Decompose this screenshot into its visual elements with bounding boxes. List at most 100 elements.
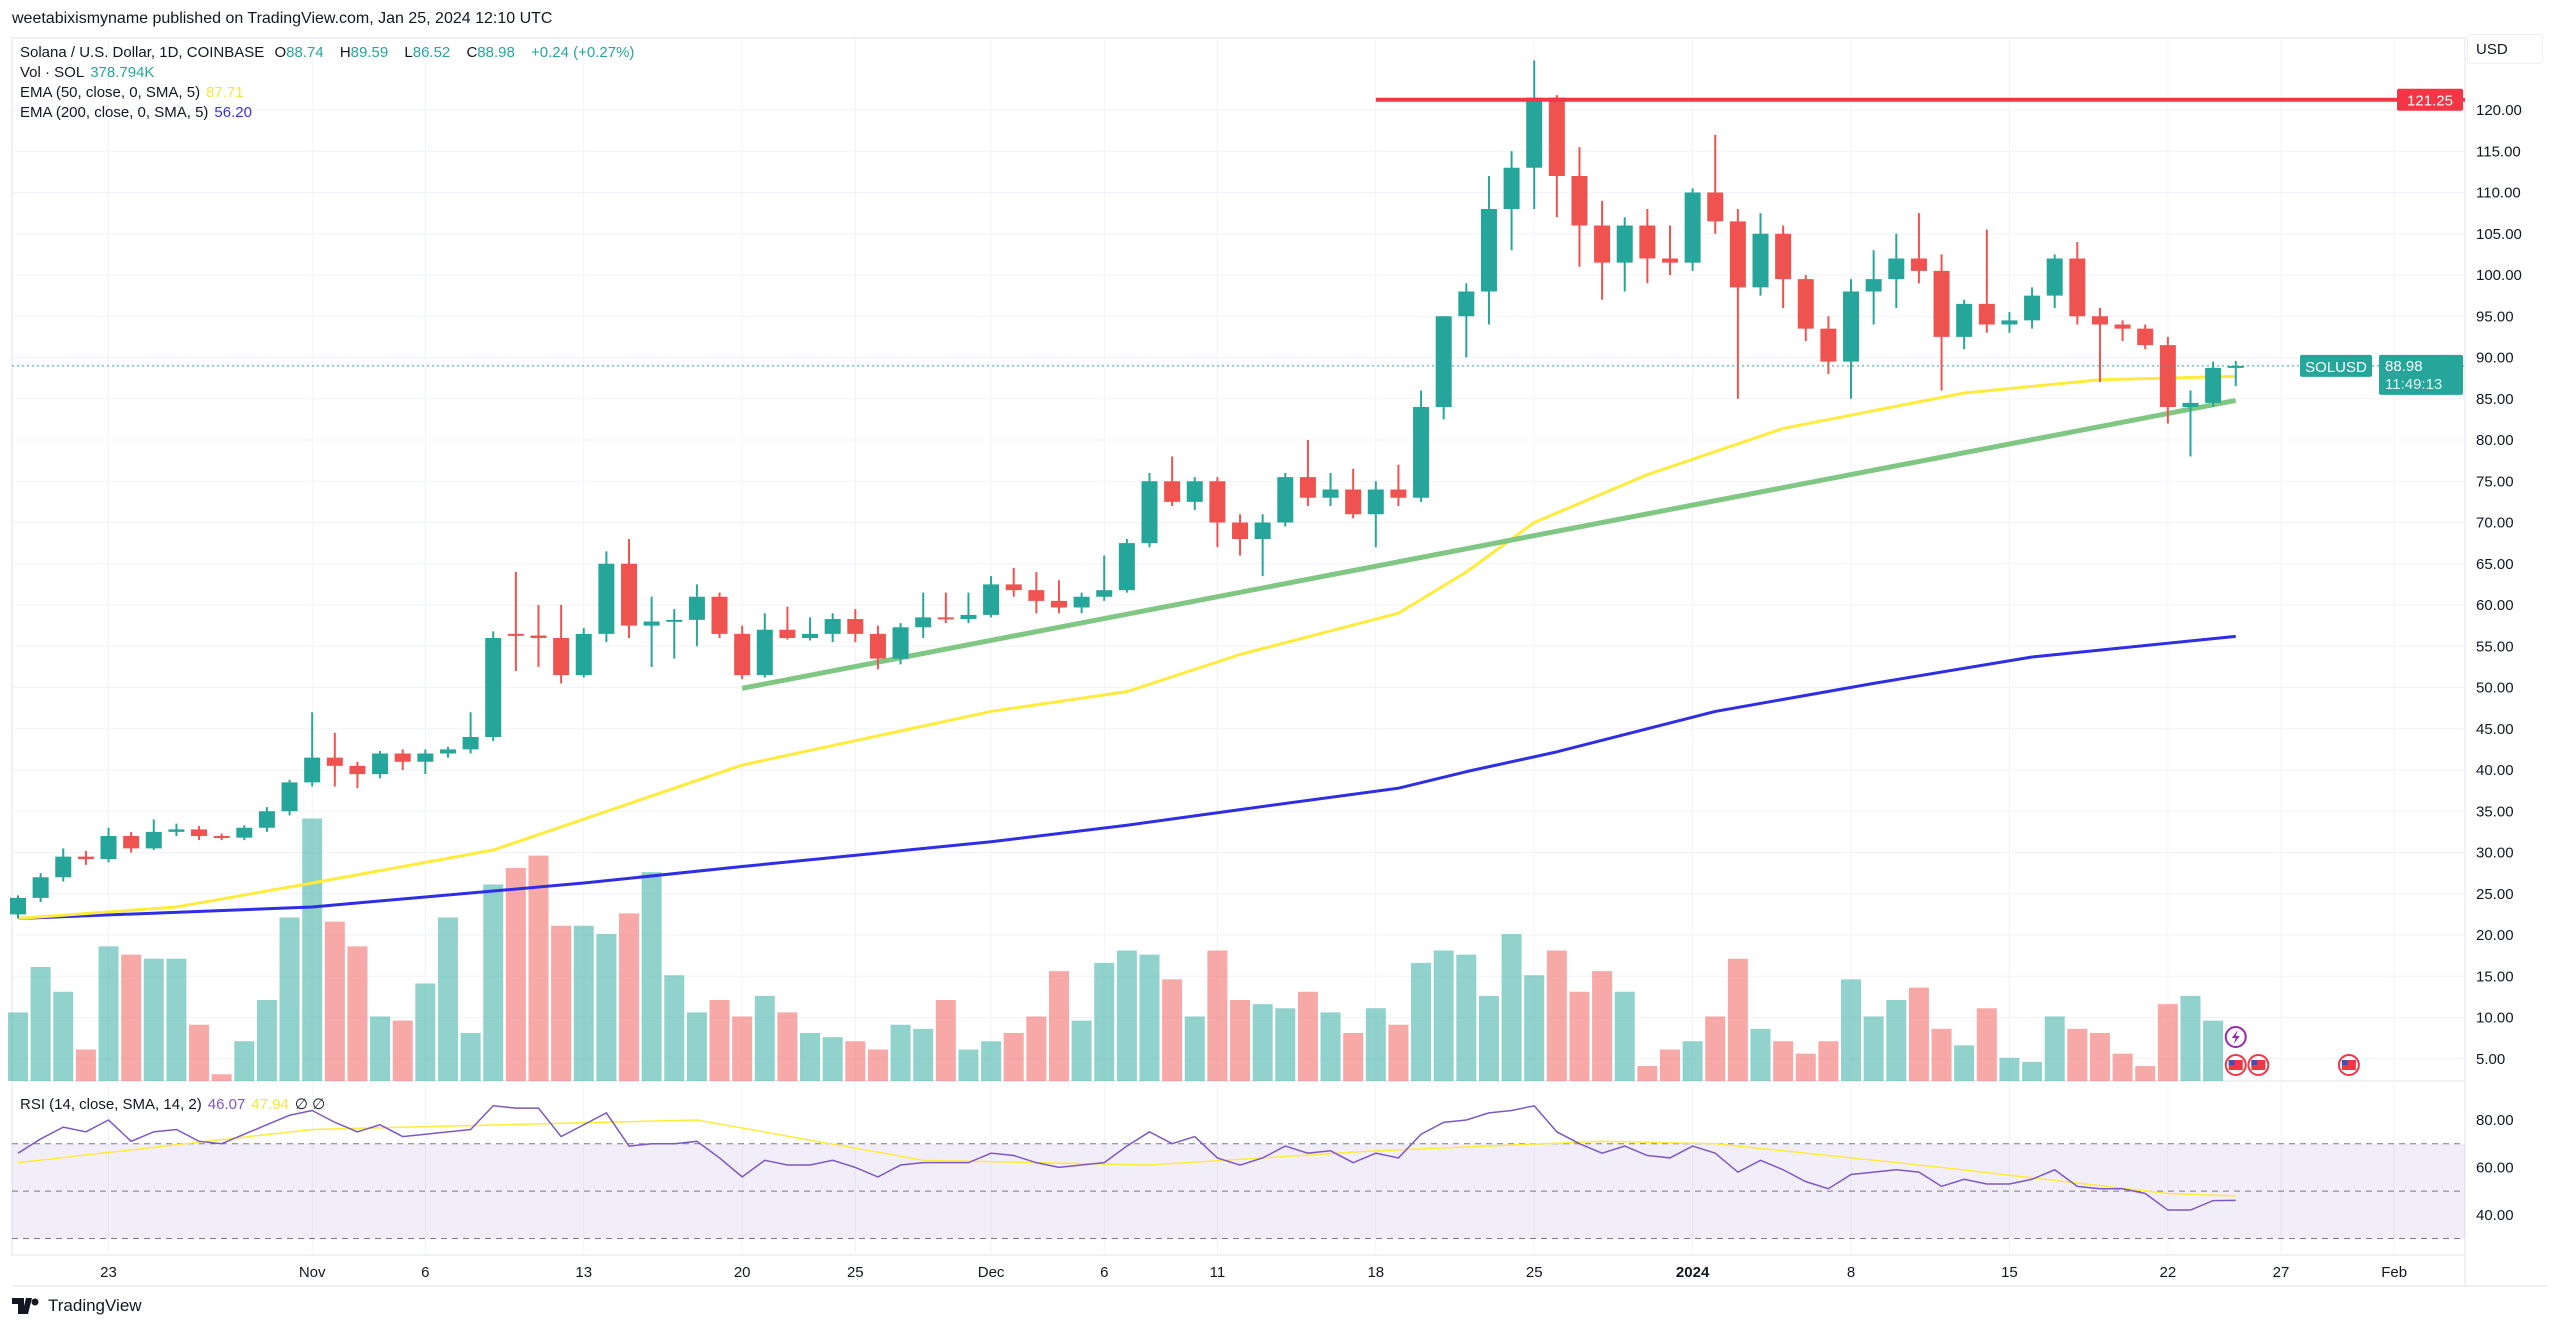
candle — [802, 617, 819, 641]
candle — [1752, 213, 1769, 296]
ema50-label[interactable]: EMA (50, close, 0, SMA, 5) — [20, 84, 201, 101]
candle-body — [937, 617, 954, 620]
candle-body — [1367, 489, 1384, 515]
ema200-label[interactable]: EMA (200, close, 0, SMA, 5) — [20, 104, 209, 121]
candle — [824, 613, 841, 643]
currency-button[interactable]: USD — [2467, 34, 2543, 64]
candle — [756, 613, 773, 678]
time-tick-label: 23 — [100, 1264, 117, 1281]
candle — [575, 628, 592, 678]
time-tick-label: 15 — [2001, 1264, 2018, 1281]
volume-bar — [143, 958, 164, 1081]
candle — [734, 625, 751, 680]
volume-bar — [2089, 1033, 2110, 1081]
candle — [1435, 316, 1452, 420]
price-tick-label: 25.00 — [2476, 886, 2514, 903]
volume-bar — [8, 1012, 28, 1081]
volume-bar — [1162, 979, 1183, 1081]
candle — [1888, 233, 1905, 308]
candle-body — [77, 856, 94, 860]
volume-bar — [75, 1049, 96, 1081]
us-flag-icon[interactable] — [2247, 1054, 2270, 1076]
candle — [1843, 279, 1860, 399]
volume-bar — [1252, 1004, 1273, 1081]
candle — [1775, 225, 1792, 308]
candle-body — [394, 753, 411, 762]
volume-bar — [1886, 1000, 1907, 1081]
candle-body — [100, 836, 117, 860]
volume-bar — [1275, 1008, 1296, 1081]
rsi-line — [17, 1104, 2236, 1211]
us-flag-icon[interactable] — [2224, 1054, 2247, 1076]
ema50-line — [17, 374, 2236, 920]
symbol-title[interactable]: Solana / U.S. Dollar, 1D, COINBASE — [20, 44, 265, 61]
candle-body — [2182, 402, 2199, 407]
time-tick-label: 25 — [1526, 1264, 1543, 1281]
candle — [2159, 336, 2176, 424]
price-tick-label: 10.00 — [2476, 1010, 2514, 1027]
candle-body — [1729, 221, 1746, 288]
last-price-label: 88.98 — [2385, 358, 2423, 375]
candle-body — [1028, 590, 1045, 601]
candle — [168, 823, 185, 836]
candle — [711, 592, 728, 638]
us-flag-icon[interactable] — [2337, 1054, 2360, 1076]
candle-body — [553, 638, 570, 676]
volume-bar — [1343, 1033, 1364, 1081]
candle — [2069, 242, 2086, 325]
candle — [1820, 316, 1837, 374]
candle — [1028, 572, 1045, 614]
candle-body — [1548, 97, 1565, 176]
candle-body — [1118, 543, 1135, 591]
candle — [1548, 95, 1565, 218]
time-tick-label: 8 — [1847, 1264, 1855, 1281]
price-tick-label: 5.00 — [2476, 1051, 2505, 1068]
candle — [123, 831, 140, 853]
candle — [643, 596, 660, 667]
candle — [1254, 514, 1271, 577]
tradingview-logo[interactable]: TradingView — [12, 1296, 142, 1316]
candle-body — [2001, 320, 2018, 325]
volume-bar — [1614, 991, 1635, 1081]
candle-body — [1435, 316, 1452, 407]
logo-text: TradingView — [48, 1296, 142, 1315]
volume-bar — [324, 921, 345, 1081]
candle-body — [960, 614, 977, 620]
candle — [10, 895, 26, 919]
candle-body — [236, 827, 253, 838]
candle-body — [1073, 596, 1090, 608]
price-tick-label: 15.00 — [2476, 968, 2514, 985]
candle — [191, 826, 208, 841]
rsi-tick-label: 40.00 — [2476, 1207, 2514, 1224]
flag-stripes — [2228, 1060, 2243, 1070]
volume-bar — [528, 855, 549, 1081]
flag-canton — [2251, 1060, 2258, 1065]
publisher-line: weetabixismyname published on TradingVie… — [12, 10, 553, 27]
close-value: 88.98 — [477, 44, 515, 61]
candle-body — [892, 627, 909, 659]
volume-bar — [1501, 934, 1522, 1081]
volume-bar — [505, 868, 526, 1081]
candle-body — [258, 811, 275, 828]
lightning-icon[interactable] — [2224, 1026, 2247, 1048]
rsi-label[interactable]: RSI (14, close, SMA, 14, 2) — [20, 1096, 202, 1113]
volume-bar — [2067, 1028, 2088, 1081]
candle — [688, 584, 705, 647]
candle — [1164, 456, 1181, 506]
ema50-value: 87.71 — [206, 84, 244, 101]
volume-bar — [279, 917, 300, 1081]
candle-body — [1956, 303, 1973, 337]
open-label: O — [274, 44, 287, 61]
volume-bar — [845, 1041, 866, 1081]
last-price-badge — [2379, 354, 2463, 395]
price-tick-label: 90.00 — [2476, 350, 2514, 367]
candle — [439, 746, 456, 758]
ema200-value: 56.20 — [214, 104, 252, 121]
volume-label[interactable]: Vol · SOL — [20, 64, 85, 81]
candle-body — [372, 753, 389, 775]
volume-bar — [1184, 1016, 1205, 1081]
volume-bar — [913, 1028, 934, 1081]
volume-bar — [619, 913, 640, 1081]
candle-body — [349, 765, 366, 775]
